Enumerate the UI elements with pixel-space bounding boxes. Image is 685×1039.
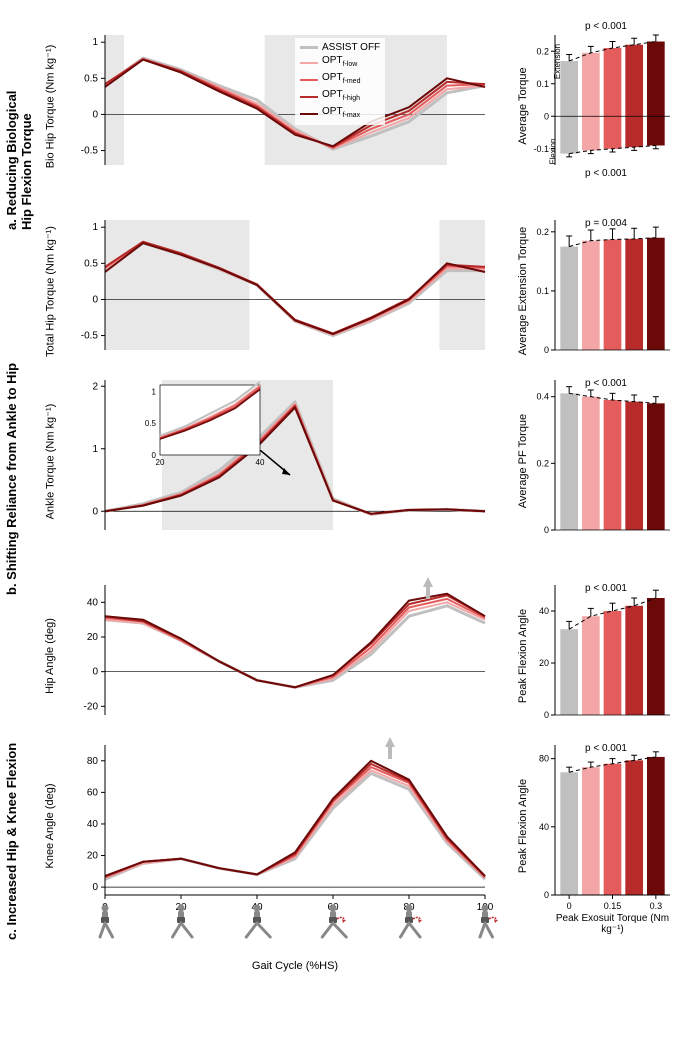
bar-ylabel-panel_b2: Average PF Torque bbox=[517, 391, 529, 531]
svg-text:20: 20 bbox=[87, 632, 99, 643]
svg-text:0: 0 bbox=[92, 109, 98, 120]
svg-text:0.2: 0.2 bbox=[536, 46, 549, 56]
svg-text:0.15: 0.15 bbox=[604, 901, 622, 911]
side-label-c: c. Increased Hip & Knee Flexion bbox=[4, 743, 19, 940]
legend: ASSIST OFFOPTf-lowOPTf-medOPTf-highOPTf-… bbox=[295, 38, 385, 125]
svg-text:40: 40 bbox=[539, 822, 549, 832]
gait-figure-icon bbox=[163, 903, 199, 950]
svg-text:1: 1 bbox=[92, 37, 98, 48]
pval-panel_b1: p = 0.004 bbox=[585, 218, 627, 229]
svg-text:-20: -20 bbox=[84, 701, 99, 712]
svg-text:0: 0 bbox=[544, 111, 549, 121]
svg-text:20: 20 bbox=[539, 658, 549, 668]
legend-item: OPTf-max bbox=[300, 105, 380, 122]
bar-plot-panel_b2: 00.20.4 bbox=[555, 380, 670, 535]
legend-item: OPTf-high bbox=[300, 88, 380, 105]
svg-text:40: 40 bbox=[87, 597, 99, 608]
gait-figure-icon bbox=[315, 903, 351, 950]
line-plot-panel_b1: -0.500.51 bbox=[105, 220, 485, 355]
svg-text:0: 0 bbox=[544, 710, 549, 720]
svg-text:1: 1 bbox=[152, 387, 157, 396]
svg-text:0.1: 0.1 bbox=[536, 286, 549, 296]
bar-plot-panel_a: -0.100.10.2 bbox=[555, 35, 670, 170]
side-label-b: b. Shifting Reliance from Ankle to Hip bbox=[4, 363, 19, 595]
legend-item: OPTf-med bbox=[300, 71, 380, 88]
peak-arrow-icon bbox=[384, 737, 396, 766]
svg-text:0.5: 0.5 bbox=[145, 419, 157, 428]
gait-figure-icon bbox=[467, 903, 503, 950]
gait-figure-icon bbox=[391, 903, 427, 950]
bar-ylabel-panel_a: Average Torque bbox=[517, 36, 529, 176]
inset-arrow bbox=[260, 450, 300, 485]
svg-text:0: 0 bbox=[544, 890, 549, 900]
svg-text:80: 80 bbox=[539, 754, 549, 764]
inset-plot: 00.512040 bbox=[160, 385, 260, 460]
svg-text:1: 1 bbox=[92, 444, 98, 455]
svg-text:0: 0 bbox=[92, 506, 98, 517]
ylabel-panel_a: Bio Hip Torque (Nm kg⁻¹) bbox=[44, 37, 57, 177]
gait-figure-icon bbox=[87, 903, 123, 950]
ylabel-panel_c2: Knee Angle (deg) bbox=[44, 756, 56, 896]
svg-text:-0.5: -0.5 bbox=[81, 331, 99, 342]
ylabel-panel_b2: Ankle Torque (Nm kg⁻¹) bbox=[44, 392, 57, 532]
pval-bot-panel_a: p < 0.001 bbox=[585, 168, 627, 179]
pval-panel_c1: p < 0.001 bbox=[585, 583, 627, 594]
svg-text:80: 80 bbox=[87, 756, 99, 767]
bar-plot-panel_c1: 02040 bbox=[555, 585, 670, 720]
pval-panel_b2: p < 0.001 bbox=[585, 378, 627, 389]
svg-text:60: 60 bbox=[87, 787, 99, 798]
ext-label: Extension bbox=[553, 44, 562, 79]
svg-text:0.1: 0.1 bbox=[536, 79, 549, 89]
svg-text:0.4: 0.4 bbox=[536, 392, 549, 402]
ylabel-panel_b1: Total Hip Torque (Nm kg⁻¹) bbox=[44, 222, 57, 362]
bar-plot-panel_c2: 0408000.150.3 bbox=[555, 745, 670, 900]
svg-text:0.3: 0.3 bbox=[650, 901, 663, 911]
svg-text:0: 0 bbox=[92, 294, 98, 305]
svg-text:0: 0 bbox=[544, 345, 549, 355]
svg-text:0: 0 bbox=[92, 667, 98, 678]
legend-item: OPTf-low bbox=[300, 54, 380, 71]
svg-text:1: 1 bbox=[92, 222, 98, 233]
svg-text:-0.5: -0.5 bbox=[81, 146, 99, 157]
bar-ylabel-panel_b1: Average Extension Torque bbox=[517, 221, 529, 361]
svg-text:20: 20 bbox=[87, 851, 99, 862]
bar-plot-panel_b1: 00.10.2 bbox=[555, 220, 670, 355]
peak-arrow-icon bbox=[422, 577, 434, 606]
svg-text:0.2: 0.2 bbox=[536, 227, 549, 237]
ylabel-panel_c1: Hip Angle (deg) bbox=[44, 586, 56, 726]
svg-text:0: 0 bbox=[544, 525, 549, 535]
svg-text:20: 20 bbox=[156, 458, 165, 467]
svg-text:0.2: 0.2 bbox=[536, 458, 549, 468]
legend-item: ASSIST OFF bbox=[300, 41, 380, 54]
svg-text:0.5: 0.5 bbox=[84, 73, 98, 84]
pval-top-panel_a: p < 0.001 bbox=[585, 21, 627, 32]
bar-x-axis-label: Peak Exosuit Torque (Nm kg⁻¹) bbox=[545, 913, 680, 935]
side-label-a: a. Reducing BiologicalHip Flexion Torque bbox=[4, 91, 34, 230]
svg-text:40: 40 bbox=[87, 819, 99, 830]
pval-panel_c2: p < 0.001 bbox=[585, 743, 627, 754]
gait-figure-icon bbox=[239, 903, 275, 950]
svg-text:40: 40 bbox=[539, 606, 549, 616]
flex-label: Flexion bbox=[548, 139, 557, 165]
bar-ylabel-panel_c1: Peak Flexion Angle bbox=[517, 586, 529, 726]
bar-ylabel-panel_c2: Peak Flexion Angle bbox=[517, 756, 529, 896]
svg-text:-0.1: -0.1 bbox=[533, 144, 549, 154]
svg-text:0: 0 bbox=[92, 882, 98, 893]
svg-text:2: 2 bbox=[92, 381, 98, 392]
line-plot-panel_c2: 020406080020406080100 bbox=[105, 745, 485, 900]
x-axis-label: Gait Cycle (%HS) bbox=[105, 960, 485, 972]
svg-text:0.5: 0.5 bbox=[84, 258, 98, 269]
svg-text:0: 0 bbox=[567, 901, 572, 911]
